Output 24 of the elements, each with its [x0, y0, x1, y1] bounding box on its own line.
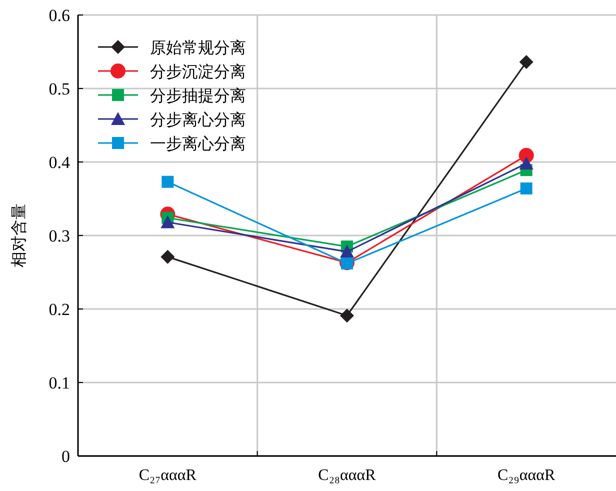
point	[160, 215, 175, 228]
point	[340, 244, 354, 258]
point	[162, 176, 174, 188]
legend-label: 分步抽提分离	[150, 87, 246, 105]
y-tick-label: 0.4	[48, 153, 70, 172]
y-tick-label: 0	[62, 447, 70, 466]
legend-label: 一步离心分离	[150, 135, 246, 153]
y-tick-label: 0.1	[48, 374, 70, 392]
legend-label: 分步离心分离	[150, 111, 246, 129]
x-tick-label: C₂₉αααR	[498, 467, 556, 484]
point	[519, 156, 534, 170]
legend-label: 原始常规分离	[150, 39, 246, 57]
point	[340, 308, 354, 323]
y-tick-label: 0.6	[48, 6, 70, 25]
y-axis-title: 相对含量	[10, 204, 28, 268]
x-tick-label: C₂₇αααR	[138, 467, 197, 484]
y-tick-label: 0.2	[48, 300, 70, 319]
y-tick-label: 0.5	[48, 80, 70, 98]
point	[519, 55, 534, 70]
point	[160, 250, 175, 264]
y-tick-label: 0.3	[48, 226, 70, 246]
point	[520, 182, 532, 194]
x-tick-label: C₂₈αααR	[318, 467, 376, 484]
legend-label: 分步沉淀分离	[150, 63, 246, 81]
